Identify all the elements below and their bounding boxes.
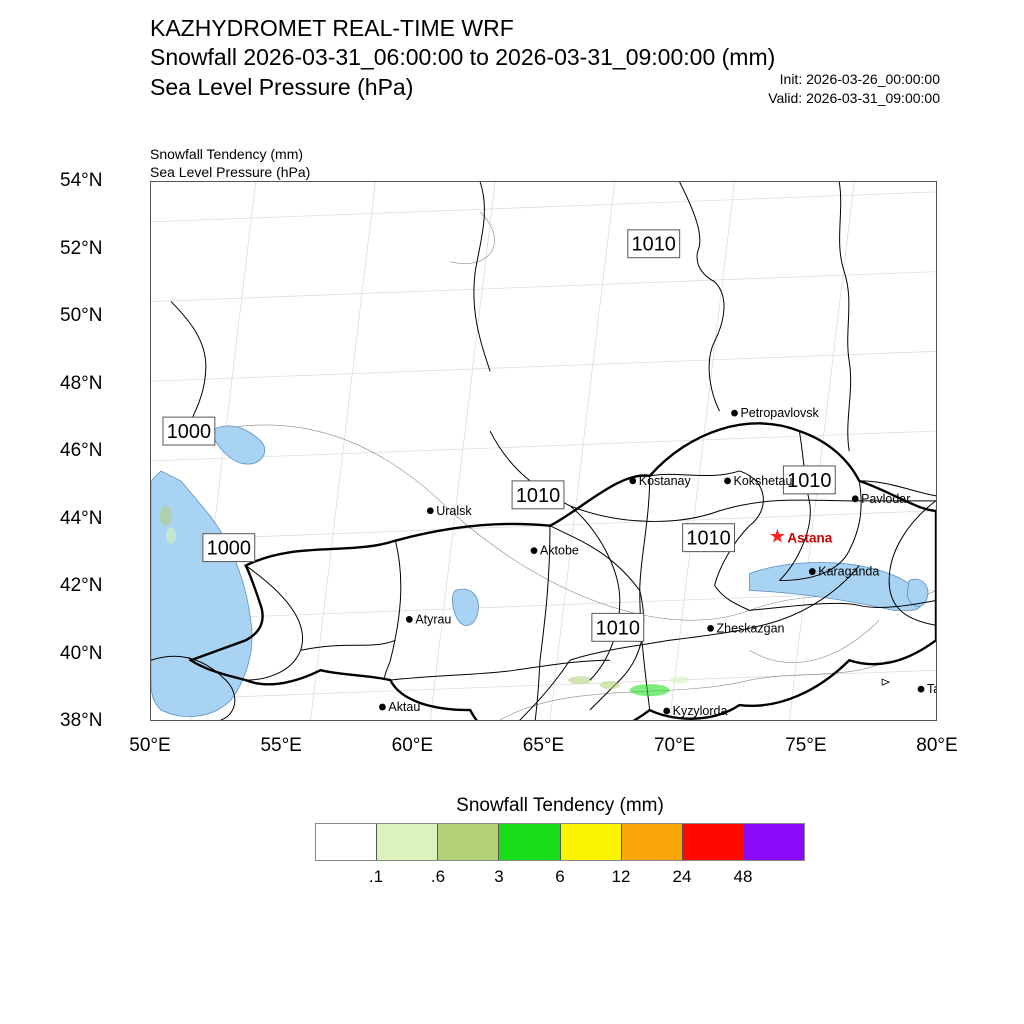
legend-top-labels: Snowfall Tendency (mm) Sea Level Pressur…: [150, 145, 310, 181]
svg-text:Kokshetau: Kokshetau: [734, 474, 793, 488]
x-axis-tick-label: 75°E: [785, 735, 826, 757]
svg-text:1000: 1000: [167, 421, 211, 443]
weather-map-page: KAZHYDROMET REAL-TIME WRF Snowfall 2026-…: [0, 0, 1024, 1024]
legend-tick-2: .6: [431, 867, 445, 887]
legend-tick-6: 24: [673, 867, 692, 887]
valid-label: Valid: 2026-03-31_09:00:00: [768, 89, 940, 108]
legend-swatch-5: [622, 824, 683, 860]
svg-text:Petropavlovsk: Petropavlovsk: [740, 406, 819, 420]
pressure-label: 1010: [512, 481, 564, 509]
legend-tick-7: 48: [734, 867, 753, 887]
svg-text:1010: 1010: [787, 470, 831, 492]
svg-text:Atyrau: Atyrau: [415, 612, 451, 626]
map-tool-arrow-icon[interactable]: [882, 679, 889, 685]
y-axis-tick-label: 48°N: [60, 373, 134, 395]
svg-text:Astana: Astana: [787, 531, 832, 546]
legend-swatch-2: [438, 824, 499, 860]
x-axis-tick-label: 60°E: [392, 735, 433, 757]
svg-text:Taldykorgan: Taldykorgan: [927, 682, 936, 696]
legend-swatch-4: [561, 824, 622, 860]
svg-text:Kostanay: Kostanay: [639, 474, 692, 488]
y-axis-tick-label: 44°N: [60, 508, 134, 530]
x-axis-tick-label: 65°E: [523, 735, 564, 757]
svg-text:Aktau: Aktau: [388, 700, 420, 714]
y-axis-tick-label: 46°N: [60, 440, 134, 462]
y-axis-tick-label: 40°N: [60, 643, 134, 665]
svg-text:Karaganda: Karaganda: [818, 565, 879, 579]
header-line1: KAZHYDROMET REAL-TIME WRF: [150, 14, 775, 43]
init-valid-block: Init: 2026-03-26_00:00:00 Valid: 2026-03…: [768, 70, 940, 108]
x-axis-tick-label: 70°E: [654, 735, 695, 757]
gridlines-layer: [151, 182, 936, 720]
svg-text:Pavlodar: Pavlodar: [861, 492, 910, 506]
legend-tick-5: 12: [612, 867, 631, 887]
y-axis-tick-label: 42°N: [60, 575, 134, 597]
pressure-label: 1010: [683, 524, 735, 552]
header-line3: Sea Level Pressure (hPa): [150, 73, 775, 102]
colorbar-legend: Snowfall Tendency (mm) .1 .6 3 6 12 24 4…: [300, 795, 820, 889]
svg-text:1010: 1010: [516, 485, 560, 507]
legend-ticks-group: .1 .6 3 6 12 24 48: [315, 867, 805, 889]
pressure-label: 1000: [203, 534, 255, 562]
x-axis-labels-group: 50°E 55°E 60°E 65°E 70°E 75°E 80°E: [150, 729, 937, 759]
legend-top-line1: Snowfall Tendency (mm): [150, 145, 310, 163]
pressure-label: 1010: [592, 613, 644, 641]
svg-text:1010: 1010: [686, 528, 730, 550]
y-axis-tick-label: 52°N: [60, 238, 134, 260]
y-axis-tick-label: 38°N: [60, 710, 134, 732]
legend-tick-1: .1: [369, 867, 383, 887]
isobar-lines-layer: [151, 182, 936, 720]
x-axis-tick-label: 50°E: [129, 735, 170, 757]
map-svg[interactable]: 1010 1000 1000 1010 1010: [151, 182, 936, 720]
x-axis-tick-label: 80°E: [916, 735, 957, 757]
pressure-label: 1010: [628, 230, 680, 258]
map-container[interactable]: 1010 1000 1000 1010 1010: [150, 181, 937, 721]
svg-text:1000: 1000: [207, 538, 251, 560]
svg-text:Uralsk: Uralsk: [436, 504, 472, 518]
svg-text:Aktobe: Aktobe: [540, 544, 579, 558]
legend-tick-3: 3: [494, 867, 503, 887]
header-line2: Snowfall 2026-03-31_06:00:00 to 2026-03-…: [150, 43, 775, 72]
svg-text:1010: 1010: [632, 234, 676, 256]
svg-text:Kyzylorda: Kyzylorda: [673, 704, 728, 718]
legend-tick-4: 6: [555, 867, 564, 887]
y-axis-labels-group: 54°N 52°N 50°N 48°N 46°N 44°N 42°N 40°N 38°N: [60, 181, 144, 721]
pressure-label: 1000: [163, 417, 215, 445]
x-axis-tick-label: 55°E: [260, 735, 301, 757]
legend-swatch-0: [316, 824, 377, 860]
y-axis-tick-label: 54°N: [60, 170, 134, 192]
legend-title: Snowfall Tendency (mm): [300, 795, 820, 817]
legend-swatch-3: [499, 824, 560, 860]
init-label: Init: 2026-03-26_00:00:00: [768, 70, 940, 89]
legend-swatch-1: [377, 824, 438, 860]
svg-text:Zheskazgan: Zheskazgan: [717, 621, 785, 635]
y-axis-tick-label: 50°N: [60, 305, 134, 327]
header-block: KAZHYDROMET REAL-TIME WRF Snowfall 2026-…: [150, 14, 775, 102]
svg-text:1010: 1010: [596, 617, 640, 639]
astana-star-icon: ★: [769, 527, 786, 548]
legend-swatch-7: [744, 824, 804, 860]
legend-colorbar: [315, 823, 805, 861]
legend-swatch-6: [683, 824, 744, 860]
legend-top-line2: Sea Level Pressure (hPa): [150, 163, 310, 181]
